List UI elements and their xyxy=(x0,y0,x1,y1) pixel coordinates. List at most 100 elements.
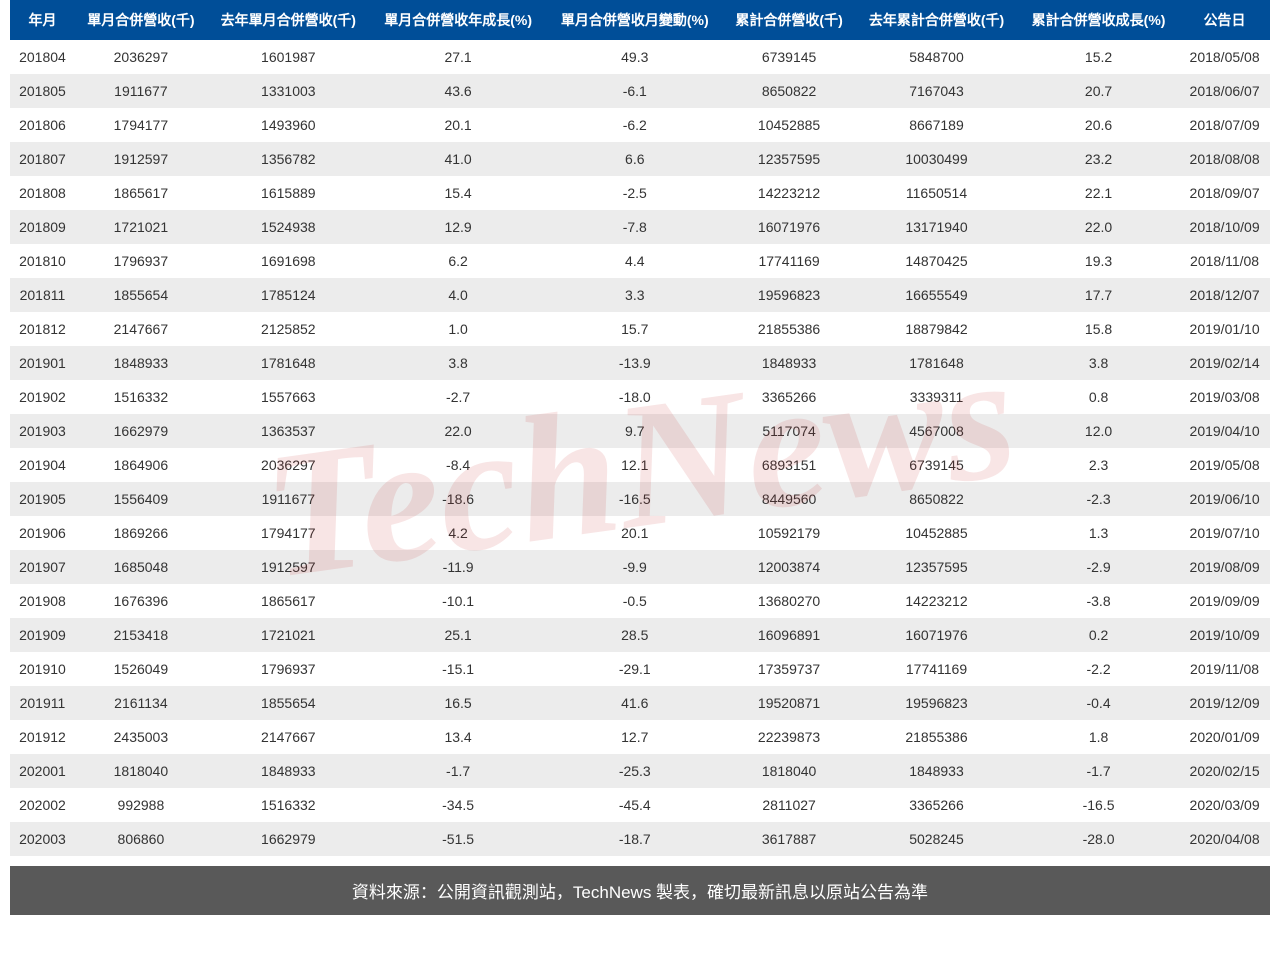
cell: 16096891 xyxy=(723,618,855,652)
cell: 202003 xyxy=(10,822,75,856)
cell: 2019/03/08 xyxy=(1179,380,1270,414)
cell: 11650514 xyxy=(855,176,1018,210)
cell: -28.0 xyxy=(1018,822,1179,856)
cell: -8.4 xyxy=(370,448,547,482)
cell: 1.0 xyxy=(370,312,547,346)
cell: 17.7 xyxy=(1018,278,1179,312)
cell: 17741169 xyxy=(855,652,1018,686)
cell: -1.7 xyxy=(370,754,547,788)
cell: 1794177 xyxy=(207,516,370,550)
cell: 21855386 xyxy=(855,720,1018,754)
cell: 6739145 xyxy=(855,448,1018,482)
cell: 2020/03/09 xyxy=(1179,788,1270,822)
cell: 49.3 xyxy=(546,40,723,74)
cell: 15.7 xyxy=(546,312,723,346)
cell: 27.1 xyxy=(370,40,547,74)
cell: 2019/09/09 xyxy=(1179,584,1270,618)
cell: 22.1 xyxy=(1018,176,1179,210)
cell: 15.2 xyxy=(1018,40,1179,74)
cell: 1356782 xyxy=(207,142,370,176)
cell: 1855654 xyxy=(207,686,370,720)
cell: 20.7 xyxy=(1018,74,1179,108)
cell: 1865617 xyxy=(75,176,207,210)
cell: 1615889 xyxy=(207,176,370,210)
table-row: 20190716850481912597-11.9-9.912003874123… xyxy=(10,550,1270,584)
cell: 1721021 xyxy=(207,618,370,652)
cell: 15.8 xyxy=(1018,312,1179,346)
cell: 2019/08/09 xyxy=(1179,550,1270,584)
cell: 22.0 xyxy=(1018,210,1179,244)
column-header-7: 累計合併營收成長(%) xyxy=(1018,0,1179,40)
cell: -18.7 xyxy=(546,822,723,856)
cell: 17741169 xyxy=(723,244,855,278)
cell: -0.5 xyxy=(546,584,723,618)
cell: 20.6 xyxy=(1018,108,1179,142)
cell: -51.5 xyxy=(370,822,547,856)
table-body: 2018042036297160198727.149.3673914558487… xyxy=(10,40,1270,856)
cell: 2018/07/09 xyxy=(1179,108,1270,142)
column-header-2: 去年單月合併營收(千) xyxy=(207,0,370,40)
cell: 2019/12/09 xyxy=(1179,686,1270,720)
cell: 13680270 xyxy=(723,584,855,618)
table-row: 201901184893317816483.8-13.9184893317816… xyxy=(10,346,1270,380)
table-row: 201906186926617941774.220.11059217910452… xyxy=(10,516,1270,550)
cell: -16.5 xyxy=(1018,788,1179,822)
cell: 1848933 xyxy=(855,754,1018,788)
table-row: 20200118180401848933-1.7-25.318180401848… xyxy=(10,754,1270,788)
cell: 3617887 xyxy=(723,822,855,856)
cell: 3365266 xyxy=(855,788,1018,822)
cell: 1516332 xyxy=(75,380,207,414)
cell: 1676396 xyxy=(75,584,207,618)
table-row: 2018061794177149396020.1-6.2104528858667… xyxy=(10,108,1270,142)
table-header: 年月單月合併營收(千)去年單月合併營收(千)單月合併營收年成長(%)單月合併營收… xyxy=(10,0,1270,40)
footer-text: 資料來源：公開資訊觀測站，TechNews 製表，確切最新訊息以原站公告為準 xyxy=(10,866,1270,915)
cell: 201810 xyxy=(10,244,75,278)
cell: 17359737 xyxy=(723,652,855,686)
cell: 22.0 xyxy=(370,414,547,448)
cell: 2019/02/14 xyxy=(1179,346,1270,380)
table-row: 2018051911677133100343.6-6.1865082271670… xyxy=(10,74,1270,108)
cell: 201804 xyxy=(10,40,75,74)
cell: -45.4 xyxy=(546,788,723,822)
cell: 12.9 xyxy=(370,210,547,244)
table-footer: 資料來源：公開資訊觀測站，TechNews 製表，確切最新訊息以原站公告為準 xyxy=(10,856,1270,915)
cell: 6893151 xyxy=(723,448,855,482)
cell: 201908 xyxy=(10,584,75,618)
cell: 2018/05/08 xyxy=(1179,40,1270,74)
column-header-1: 單月合併營收(千) xyxy=(75,0,207,40)
cell: 201911 xyxy=(10,686,75,720)
cell: 2435003 xyxy=(75,720,207,754)
table-row: 201812214766721258521.015.72185538618879… xyxy=(10,312,1270,346)
cell: 21855386 xyxy=(723,312,855,346)
cell: 201909 xyxy=(10,618,75,652)
column-header-5: 累計合併營收(千) xyxy=(723,0,855,40)
column-header-8: 公告日 xyxy=(1179,0,1270,40)
cell: 3.3 xyxy=(546,278,723,312)
cell: 1601987 xyxy=(207,40,370,74)
cell: -25.3 xyxy=(546,754,723,788)
cell: 2018/06/07 xyxy=(1179,74,1270,108)
cell: 1691698 xyxy=(207,244,370,278)
cell: 12.0 xyxy=(1018,414,1179,448)
cell: 1796937 xyxy=(207,652,370,686)
cell: -7.8 xyxy=(546,210,723,244)
cell: 5117074 xyxy=(723,414,855,448)
cell: 2036297 xyxy=(75,40,207,74)
table-row: 2018081865617161588915.4-2.5142232121165… xyxy=(10,176,1270,210)
cell: 2019/11/08 xyxy=(1179,652,1270,686)
cell: 2125852 xyxy=(207,312,370,346)
cell: 4.2 xyxy=(370,516,547,550)
cell: 201910 xyxy=(10,652,75,686)
table-row: 2020029929881516332-34.5-45.428110273365… xyxy=(10,788,1270,822)
cell: 16071976 xyxy=(723,210,855,244)
cell: 2153418 xyxy=(75,618,207,652)
cell: 4567008 xyxy=(855,414,1018,448)
cell: 9.7 xyxy=(546,414,723,448)
cell: -34.5 xyxy=(370,788,547,822)
column-header-0: 年月 xyxy=(10,0,75,40)
cell: 1526049 xyxy=(75,652,207,686)
cell: 16655549 xyxy=(855,278,1018,312)
cell: 12003874 xyxy=(723,550,855,584)
cell: 2018/08/08 xyxy=(1179,142,1270,176)
cell: 6.2 xyxy=(370,244,547,278)
